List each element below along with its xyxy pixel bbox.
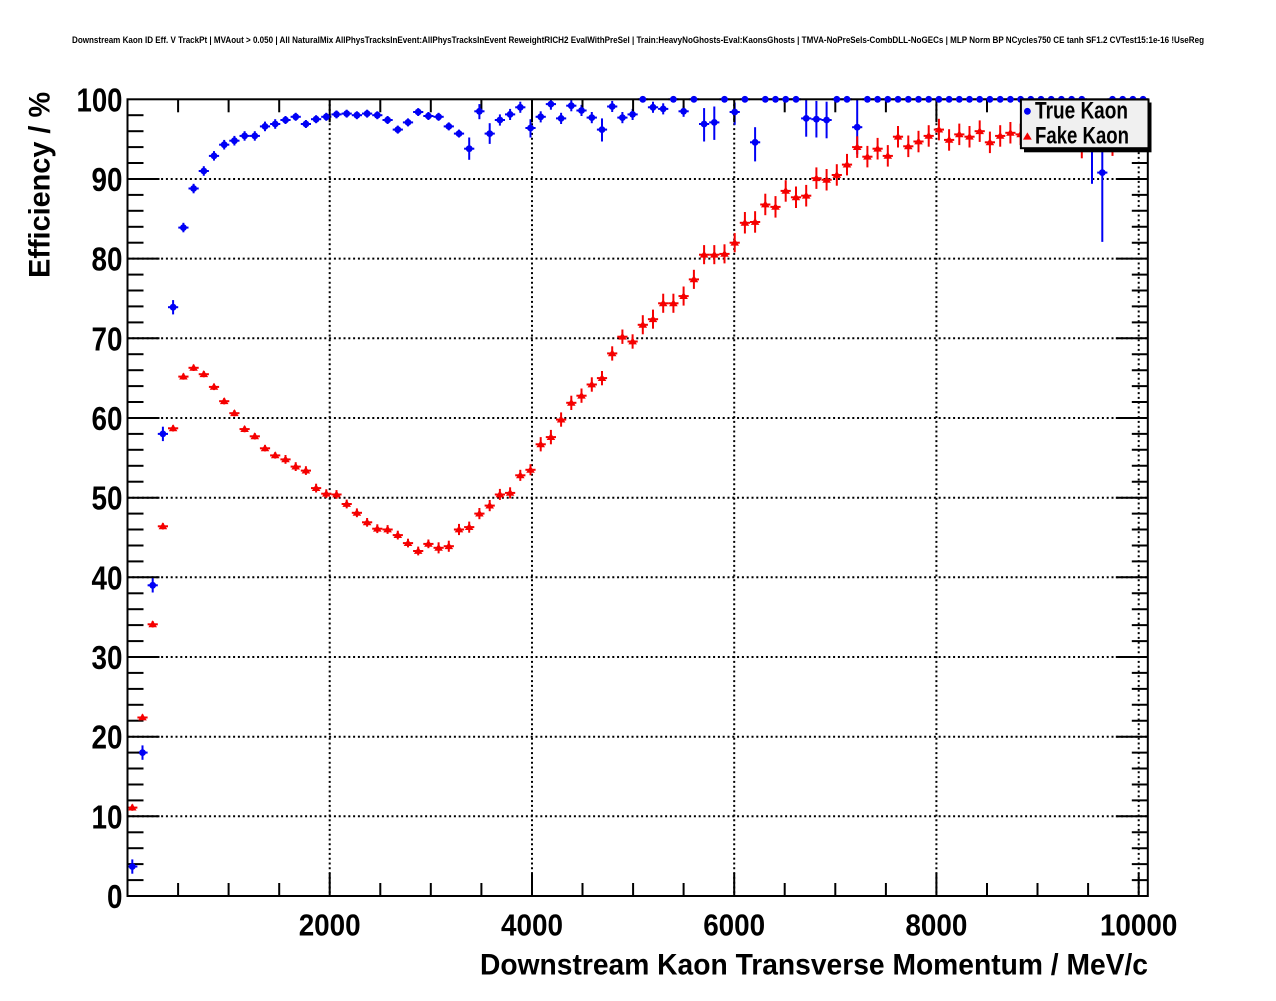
- svg-text:Downstream Kaon ID Eff. V Trac: Downstream Kaon ID Eff. V TrackPt | MVAo…: [72, 35, 1204, 45]
- svg-text:Fake Kaon: Fake Kaon: [1035, 123, 1129, 150]
- svg-text:10000: 10000: [1100, 908, 1178, 943]
- svg-text:6000: 6000: [703, 908, 765, 943]
- svg-text:20: 20: [92, 719, 123, 756]
- svg-text:90: 90: [92, 161, 123, 198]
- svg-text:4000: 4000: [501, 908, 563, 943]
- svg-text:40: 40: [92, 559, 123, 596]
- svg-text:10: 10: [92, 798, 123, 835]
- svg-text:30: 30: [92, 639, 123, 676]
- svg-text:0: 0: [107, 878, 123, 915]
- svg-text:True Kaon: True Kaon: [1035, 98, 1128, 125]
- svg-text:2000: 2000: [299, 908, 361, 943]
- svg-text:8000: 8000: [905, 908, 967, 943]
- svg-text:60: 60: [92, 400, 123, 437]
- svg-text:Downstream Kaon Transverse Mom: Downstream Kaon Transverse Momentum / Me…: [480, 949, 1148, 982]
- svg-text:50: 50: [92, 480, 123, 517]
- svg-text:70: 70: [92, 320, 123, 357]
- svg-text:80: 80: [92, 241, 123, 278]
- svg-text:Efficiency / %: Efficiency / %: [24, 92, 57, 278]
- svg-text:100: 100: [77, 81, 123, 118]
